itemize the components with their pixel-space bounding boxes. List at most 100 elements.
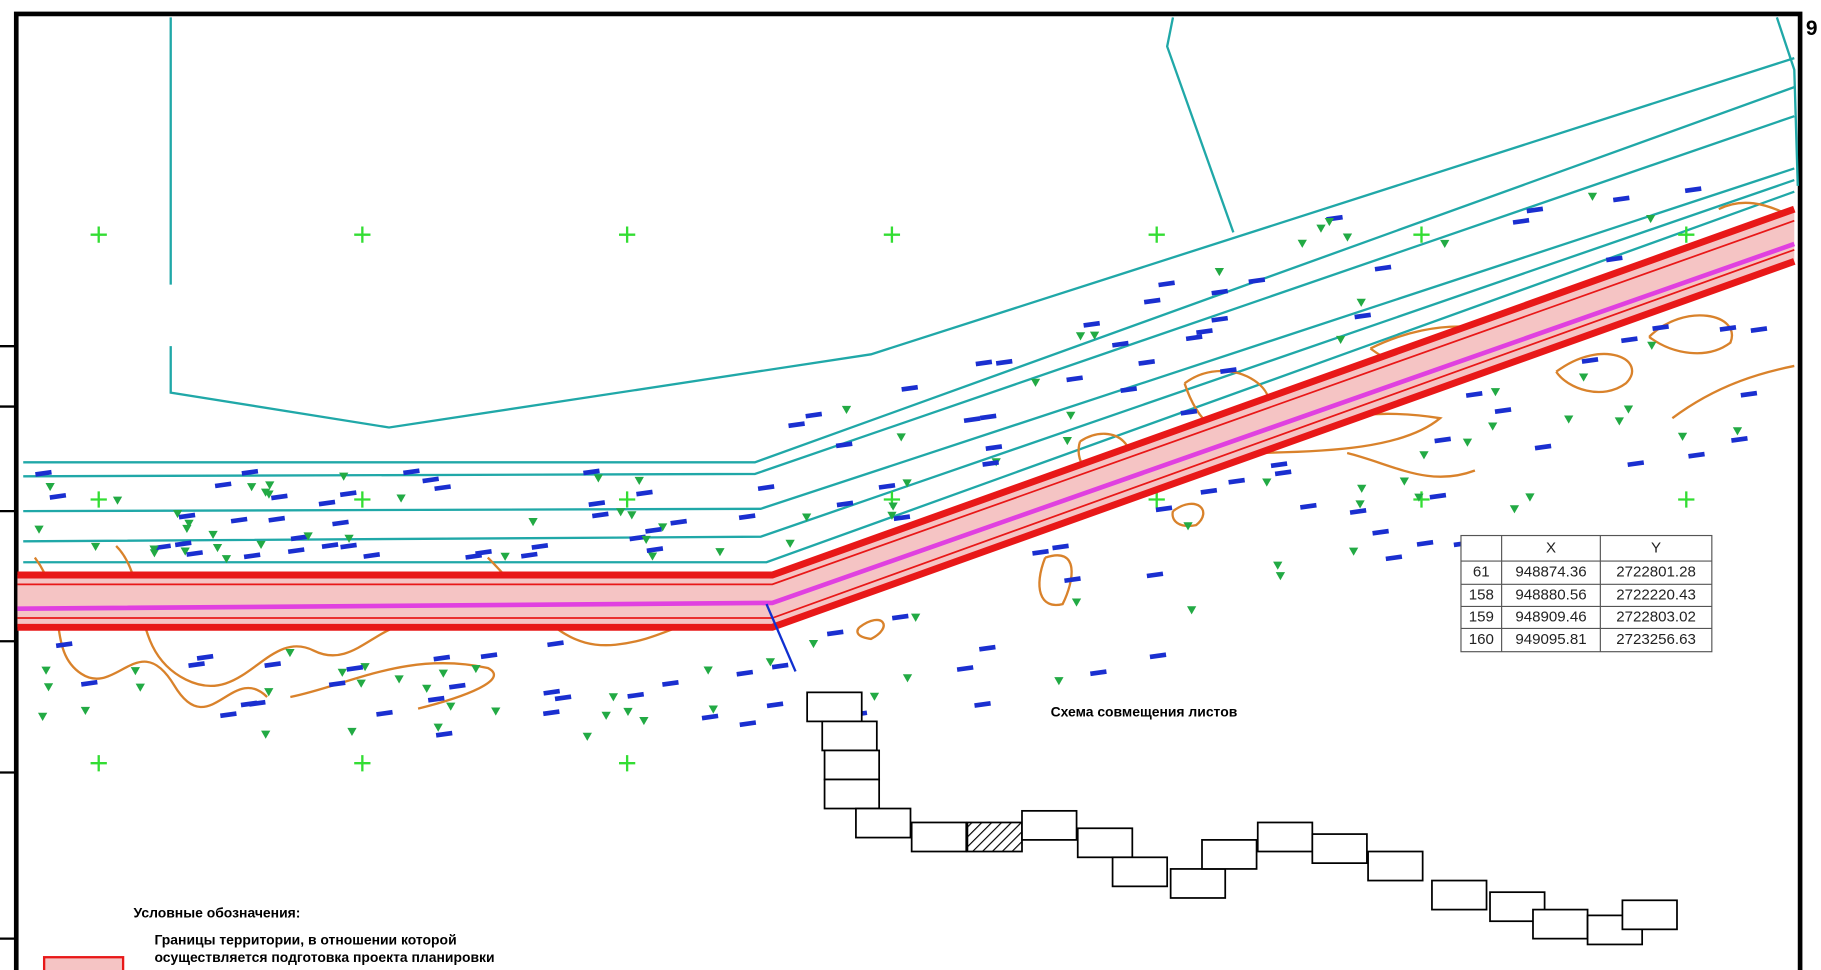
mark-dash — [771, 662, 789, 670]
mark-dash — [975, 359, 993, 367]
mark-dash — [627, 691, 645, 699]
grid-cross — [1413, 226, 1430, 243]
mark-triangle — [887, 511, 897, 520]
mark-dash — [805, 411, 823, 419]
mark-dash — [1120, 386, 1138, 393]
grid-cross — [619, 755, 636, 772]
mark-triangle — [360, 663, 370, 672]
mark-dash — [196, 653, 214, 661]
sheet-frame — [966, 821, 1023, 853]
mark-dash — [448, 682, 466, 690]
mark-triangle — [80, 706, 91, 715]
sheet-frame — [821, 720, 878, 752]
mark-triangle — [172, 510, 183, 519]
sheet-frame — [1021, 809, 1078, 841]
mark-dash — [591, 511, 609, 519]
sheet-frame — [855, 807, 912, 839]
mark-triangle — [647, 552, 658, 561]
sheet-frame — [1367, 850, 1424, 882]
sheet-frame — [1621, 899, 1678, 931]
mark-triangle — [1488, 422, 1498, 431]
mark-triangle — [221, 555, 232, 564]
mark-triangle — [593, 474, 603, 483]
mark-triangle — [1342, 233, 1353, 242]
sheet-frame — [1111, 856, 1169, 888]
mark-triangle — [634, 476, 644, 485]
grid-cross — [90, 226, 107, 243]
mark-dash — [736, 669, 754, 677]
mark-triangle — [471, 664, 481, 674]
mark-dash — [788, 421, 805, 429]
mark-dash — [35, 469, 52, 477]
mark-triangle — [1075, 332, 1086, 341]
mark-dash — [186, 550, 204, 557]
mark-triangle — [658, 523, 668, 532]
mark-dash — [1534, 443, 1552, 451]
mark-triangle — [1062, 437, 1072, 446]
mark-triangle — [1356, 298, 1366, 307]
mark-triangle — [208, 530, 218, 540]
mark-triangle — [1273, 561, 1283, 570]
mark-dash — [978, 644, 996, 652]
mark-triangle — [43, 683, 54, 692]
mark-triangle — [500, 552, 510, 561]
mark-triangle — [337, 668, 347, 677]
mark-triangle — [801, 513, 812, 522]
mark-dash — [646, 546, 664, 554]
mark-triangle — [616, 508, 626, 517]
mark-triangle — [1578, 373, 1589, 382]
mark-triangle — [1647, 341, 1657, 350]
mark-triangle — [1089, 331, 1100, 340]
mark-triangle — [703, 666, 713, 675]
mark-triangle — [256, 540, 266, 549]
mark-triangle — [45, 482, 55, 492]
grid-cross — [619, 226, 636, 243]
mark-triangle — [130, 667, 141, 676]
mark-triangle — [180, 547, 190, 556]
mark-triangle — [347, 727, 357, 736]
mark-triangle — [394, 675, 404, 684]
mark-dash — [739, 720, 757, 728]
mark-triangle — [715, 548, 725, 557]
mark-triangle — [135, 683, 145, 692]
mark-dash — [757, 484, 775, 492]
mark-dash — [554, 694, 572, 702]
mark-triangle — [627, 511, 637, 520]
mark-dash — [1434, 436, 1452, 444]
mark-dash — [1211, 288, 1229, 296]
mark-triangle — [212, 544, 223, 553]
mark-triangle — [582, 732, 592, 741]
mark-dash — [1740, 390, 1758, 398]
grid-cross — [1678, 226, 1695, 243]
mark-triangle — [869, 692, 880, 701]
table-cell: 2722220.43 — [1616, 586, 1696, 603]
grid-cross — [1148, 226, 1165, 243]
mark-dash — [174, 540, 192, 548]
mark-dash — [154, 543, 172, 551]
mark-triangle — [446, 702, 456, 711]
mark-triangle — [264, 490, 274, 499]
mark-dash — [434, 484, 451, 492]
mark-dash — [403, 468, 420, 476]
mark-triangle — [303, 532, 313, 541]
mark-dash — [956, 665, 974, 672]
mark-dash — [893, 514, 911, 522]
mark-triangle — [261, 730, 271, 739]
grid-cross — [354, 755, 371, 772]
mark-triangle — [1587, 192, 1598, 201]
mark-triangle — [1335, 335, 1346, 345]
mark-triangle — [601, 711, 611, 720]
mark-dash — [1064, 576, 1081, 584]
planning-boundary — [17, 205, 1796, 672]
mark-triangle — [396, 494, 406, 503]
mark-dash — [178, 512, 196, 520]
legend-item-text: Границы территории, в отношении которой — [154, 931, 456, 947]
mark-triangle — [1183, 522, 1193, 531]
grid-cross — [1678, 491, 1695, 508]
mark-dash — [1512, 217, 1530, 225]
mark-dash — [287, 547, 305, 555]
table-header: X — [1546, 539, 1556, 556]
table-cell: 158 — [1469, 586, 1494, 603]
mark-dash — [328, 680, 346, 688]
